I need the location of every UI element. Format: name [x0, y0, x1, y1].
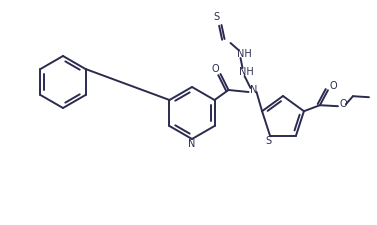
Text: O: O: [329, 81, 337, 91]
Text: NH: NH: [237, 49, 252, 59]
Text: N: N: [188, 139, 196, 149]
Text: S: S: [213, 12, 219, 22]
Text: N: N: [250, 85, 257, 95]
Text: O: O: [212, 64, 219, 74]
Text: S: S: [265, 136, 271, 146]
Text: O: O: [339, 99, 347, 109]
Text: NH: NH: [239, 67, 254, 77]
